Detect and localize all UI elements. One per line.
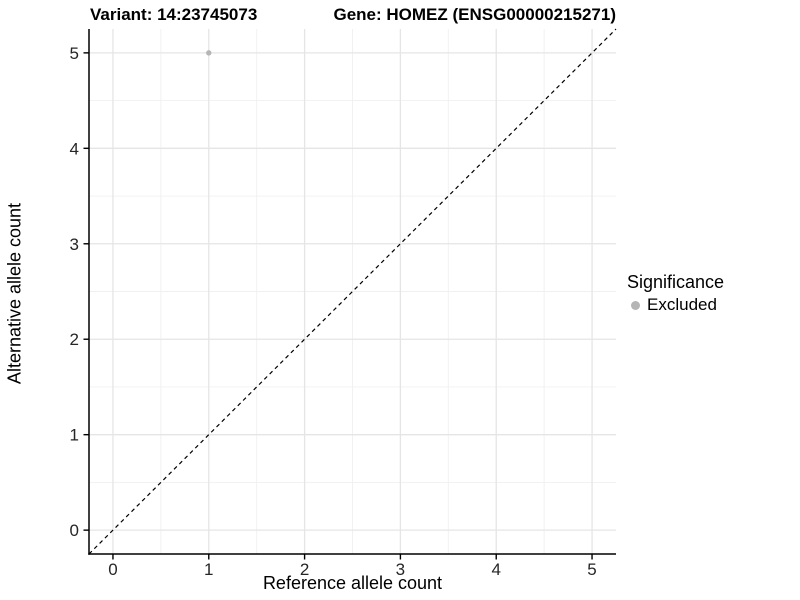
y-axis-title: Alternative allele count xyxy=(4,202,25,385)
x-tick-label: 1 xyxy=(204,560,213,579)
data-point xyxy=(206,50,212,56)
legend-title: Significance xyxy=(627,272,725,292)
x-tick-label: 2 xyxy=(300,560,309,579)
x-tick-label: 3 xyxy=(396,560,405,579)
x-tick-label: 0 xyxy=(108,560,117,579)
y-tick-label: 5 xyxy=(70,44,79,63)
excluded-point-icon xyxy=(631,300,640,310)
plot-title-gene: Gene: HOMEZ (ENSG00000215271) xyxy=(333,5,616,24)
legend: Significance Excluded xyxy=(627,272,724,315)
y-tick-label: 3 xyxy=(70,235,79,254)
y-tick-label: 1 xyxy=(70,426,79,445)
legend-item-label: Excluded xyxy=(647,295,717,314)
y-tick-label: 2 xyxy=(70,330,79,349)
y-tick-label: 4 xyxy=(70,139,79,158)
legend-item-excluded: Excluded xyxy=(627,295,724,315)
legend-key xyxy=(627,297,644,314)
x-tick-label: 5 xyxy=(587,560,596,579)
x-axis-title: Reference allele count xyxy=(262,573,443,593)
plot-title-variant: Variant: 14:23745073 xyxy=(90,5,258,24)
identity-dashed-line xyxy=(88,28,617,555)
y-tick-label: 0 xyxy=(70,521,79,540)
x-tick-label: 4 xyxy=(491,560,500,579)
